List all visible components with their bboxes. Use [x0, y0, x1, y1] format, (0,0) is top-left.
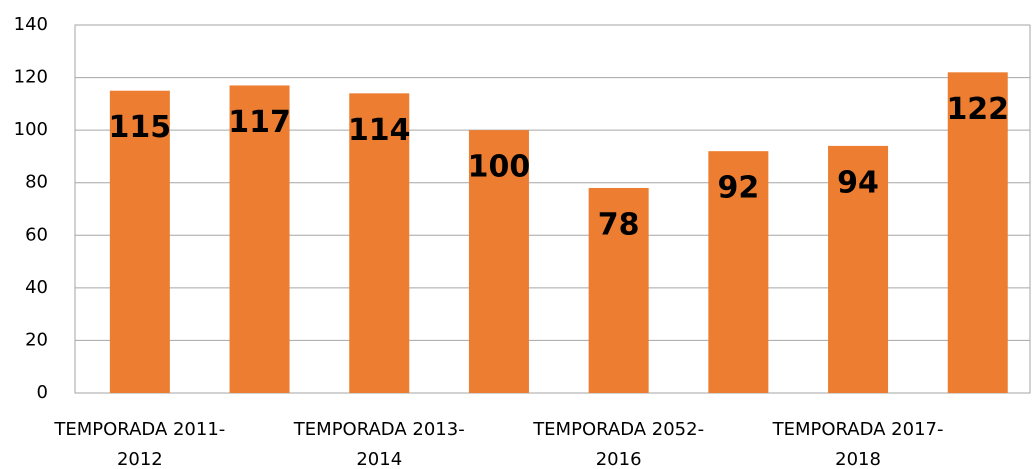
bar	[588, 187, 649, 393]
data-label: 117	[228, 105, 291, 140]
y-tick-label: 120	[14, 67, 48, 88]
x-tick-label: TEMPORADA 2011-2012	[53, 419, 225, 469]
data-label: 94	[837, 165, 879, 200]
y-tick-label: 80	[25, 172, 48, 193]
y-tick-label: 60	[25, 224, 48, 245]
y-tick-label: 100	[14, 119, 48, 140]
x-tick-label: TEMPORADA 2052-2016	[532, 419, 704, 469]
data-label: 115	[109, 110, 172, 145]
data-label: 78	[598, 207, 640, 242]
bar	[109, 90, 170, 393]
bar	[708, 151, 769, 393]
data-label: 100	[468, 150, 531, 185]
data-label: 114	[348, 113, 411, 148]
y-tick-label: 40	[25, 277, 48, 298]
y-tick-label: 20	[25, 329, 48, 350]
bar	[468, 130, 529, 393]
bar	[349, 93, 410, 393]
bar	[828, 145, 889, 393]
y-tick-label: 140	[14, 14, 48, 35]
y-tick-label: 0	[37, 382, 48, 403]
x-tick-label: TEMPORADA 2013-2014	[293, 419, 465, 469]
bar	[229, 85, 290, 393]
x-tick-label: TEMPORADA 2017-2018	[772, 419, 944, 469]
data-label: 92	[717, 171, 759, 206]
data-label: 122	[946, 92, 1009, 127]
bar	[947, 72, 1008, 394]
